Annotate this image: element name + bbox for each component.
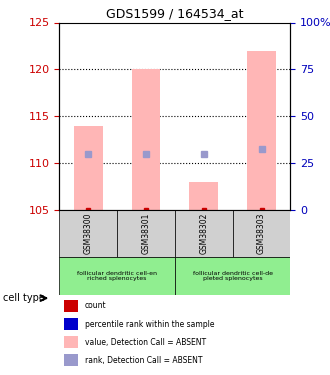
Bar [64, 300, 78, 312]
Bar [247, 51, 276, 210]
Text: follicular dendritic cell-en
riched splenocytes: follicular dendritic cell-en riched sple… [77, 270, 157, 281]
Text: follicular dendritic cell-de
pleted splenocytes: follicular dendritic cell-de pleted sple… [193, 270, 273, 281]
Text: GSM38302: GSM38302 [199, 213, 208, 254]
Bar [189, 182, 218, 210]
Text: GSM38300: GSM38300 [84, 213, 93, 254]
Text: cell type: cell type [3, 293, 45, 303]
Text: rank, Detection Call = ABSENT: rank, Detection Call = ABSENT [85, 356, 202, 365]
Bar [64, 336, 78, 348]
Text: value, Detection Call = ABSENT: value, Detection Call = ABSENT [85, 338, 206, 346]
FancyBboxPatch shape [59, 210, 117, 257]
Text: GSM38301: GSM38301 [142, 213, 150, 254]
FancyBboxPatch shape [59, 257, 175, 295]
FancyBboxPatch shape [233, 210, 290, 257]
Text: GSM38303: GSM38303 [257, 213, 266, 254]
Bar [132, 69, 160, 210]
FancyBboxPatch shape [175, 257, 290, 295]
Bar [74, 126, 103, 210]
Text: percentile rank within the sample: percentile rank within the sample [85, 320, 214, 328]
FancyBboxPatch shape [117, 210, 175, 257]
Title: GDS1599 / 164534_at: GDS1599 / 164534_at [106, 7, 244, 20]
Text: count: count [85, 302, 107, 310]
Bar [64, 354, 78, 366]
Bar [64, 318, 78, 330]
FancyBboxPatch shape [175, 210, 233, 257]
